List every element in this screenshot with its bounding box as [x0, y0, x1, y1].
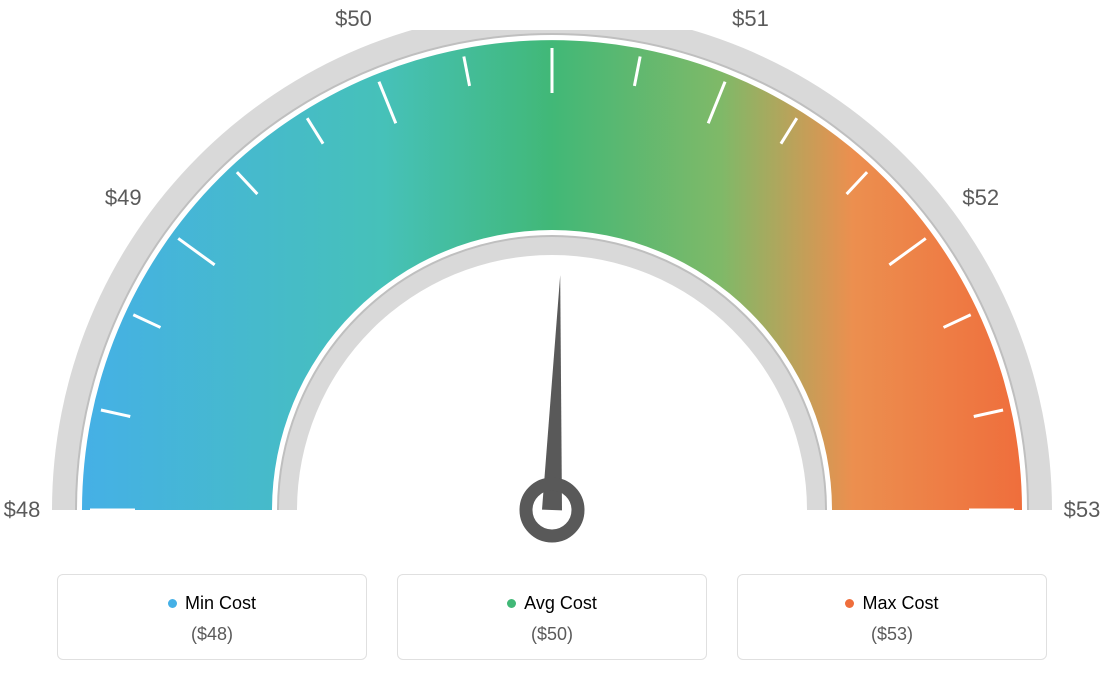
legend-card-min: Min Cost ($48) — [57, 574, 367, 660]
legend-label-min: Min Cost — [185, 593, 256, 614]
legend-value-max: ($53) — [738, 624, 1046, 645]
legend-dot-avg — [507, 599, 516, 608]
legend-card-max: Max Cost ($53) — [737, 574, 1047, 660]
gauge-tick-label: $50 — [335, 6, 372, 32]
gauge-svg — [32, 30, 1072, 570]
legend-dot-max — [845, 599, 854, 608]
legend-title-avg: Avg Cost — [507, 593, 597, 614]
legend-value-min: ($48) — [58, 624, 366, 645]
legend-dot-min — [168, 599, 177, 608]
legend-title-min: Min Cost — [168, 593, 256, 614]
legend-card-avg: Avg Cost ($50) — [397, 574, 707, 660]
gauge-chart: $48$49$50$50$51$52$53 — [0, 0, 1104, 560]
gauge-tick-label: $51 — [732, 6, 769, 32]
gauge-tick-label: $52 — [962, 185, 999, 211]
legend-label-max: Max Cost — [862, 593, 938, 614]
gauge-tick-label: $53 — [1064, 497, 1101, 523]
legend-label-avg: Avg Cost — [524, 593, 597, 614]
legend-row: Min Cost ($48) Avg Cost ($50) Max Cost (… — [0, 574, 1104, 660]
legend-title-max: Max Cost — [845, 593, 938, 614]
gauge-tick-label: $48 — [4, 497, 41, 523]
gauge-tick-label: $49 — [105, 185, 142, 211]
legend-value-avg: ($50) — [398, 624, 706, 645]
